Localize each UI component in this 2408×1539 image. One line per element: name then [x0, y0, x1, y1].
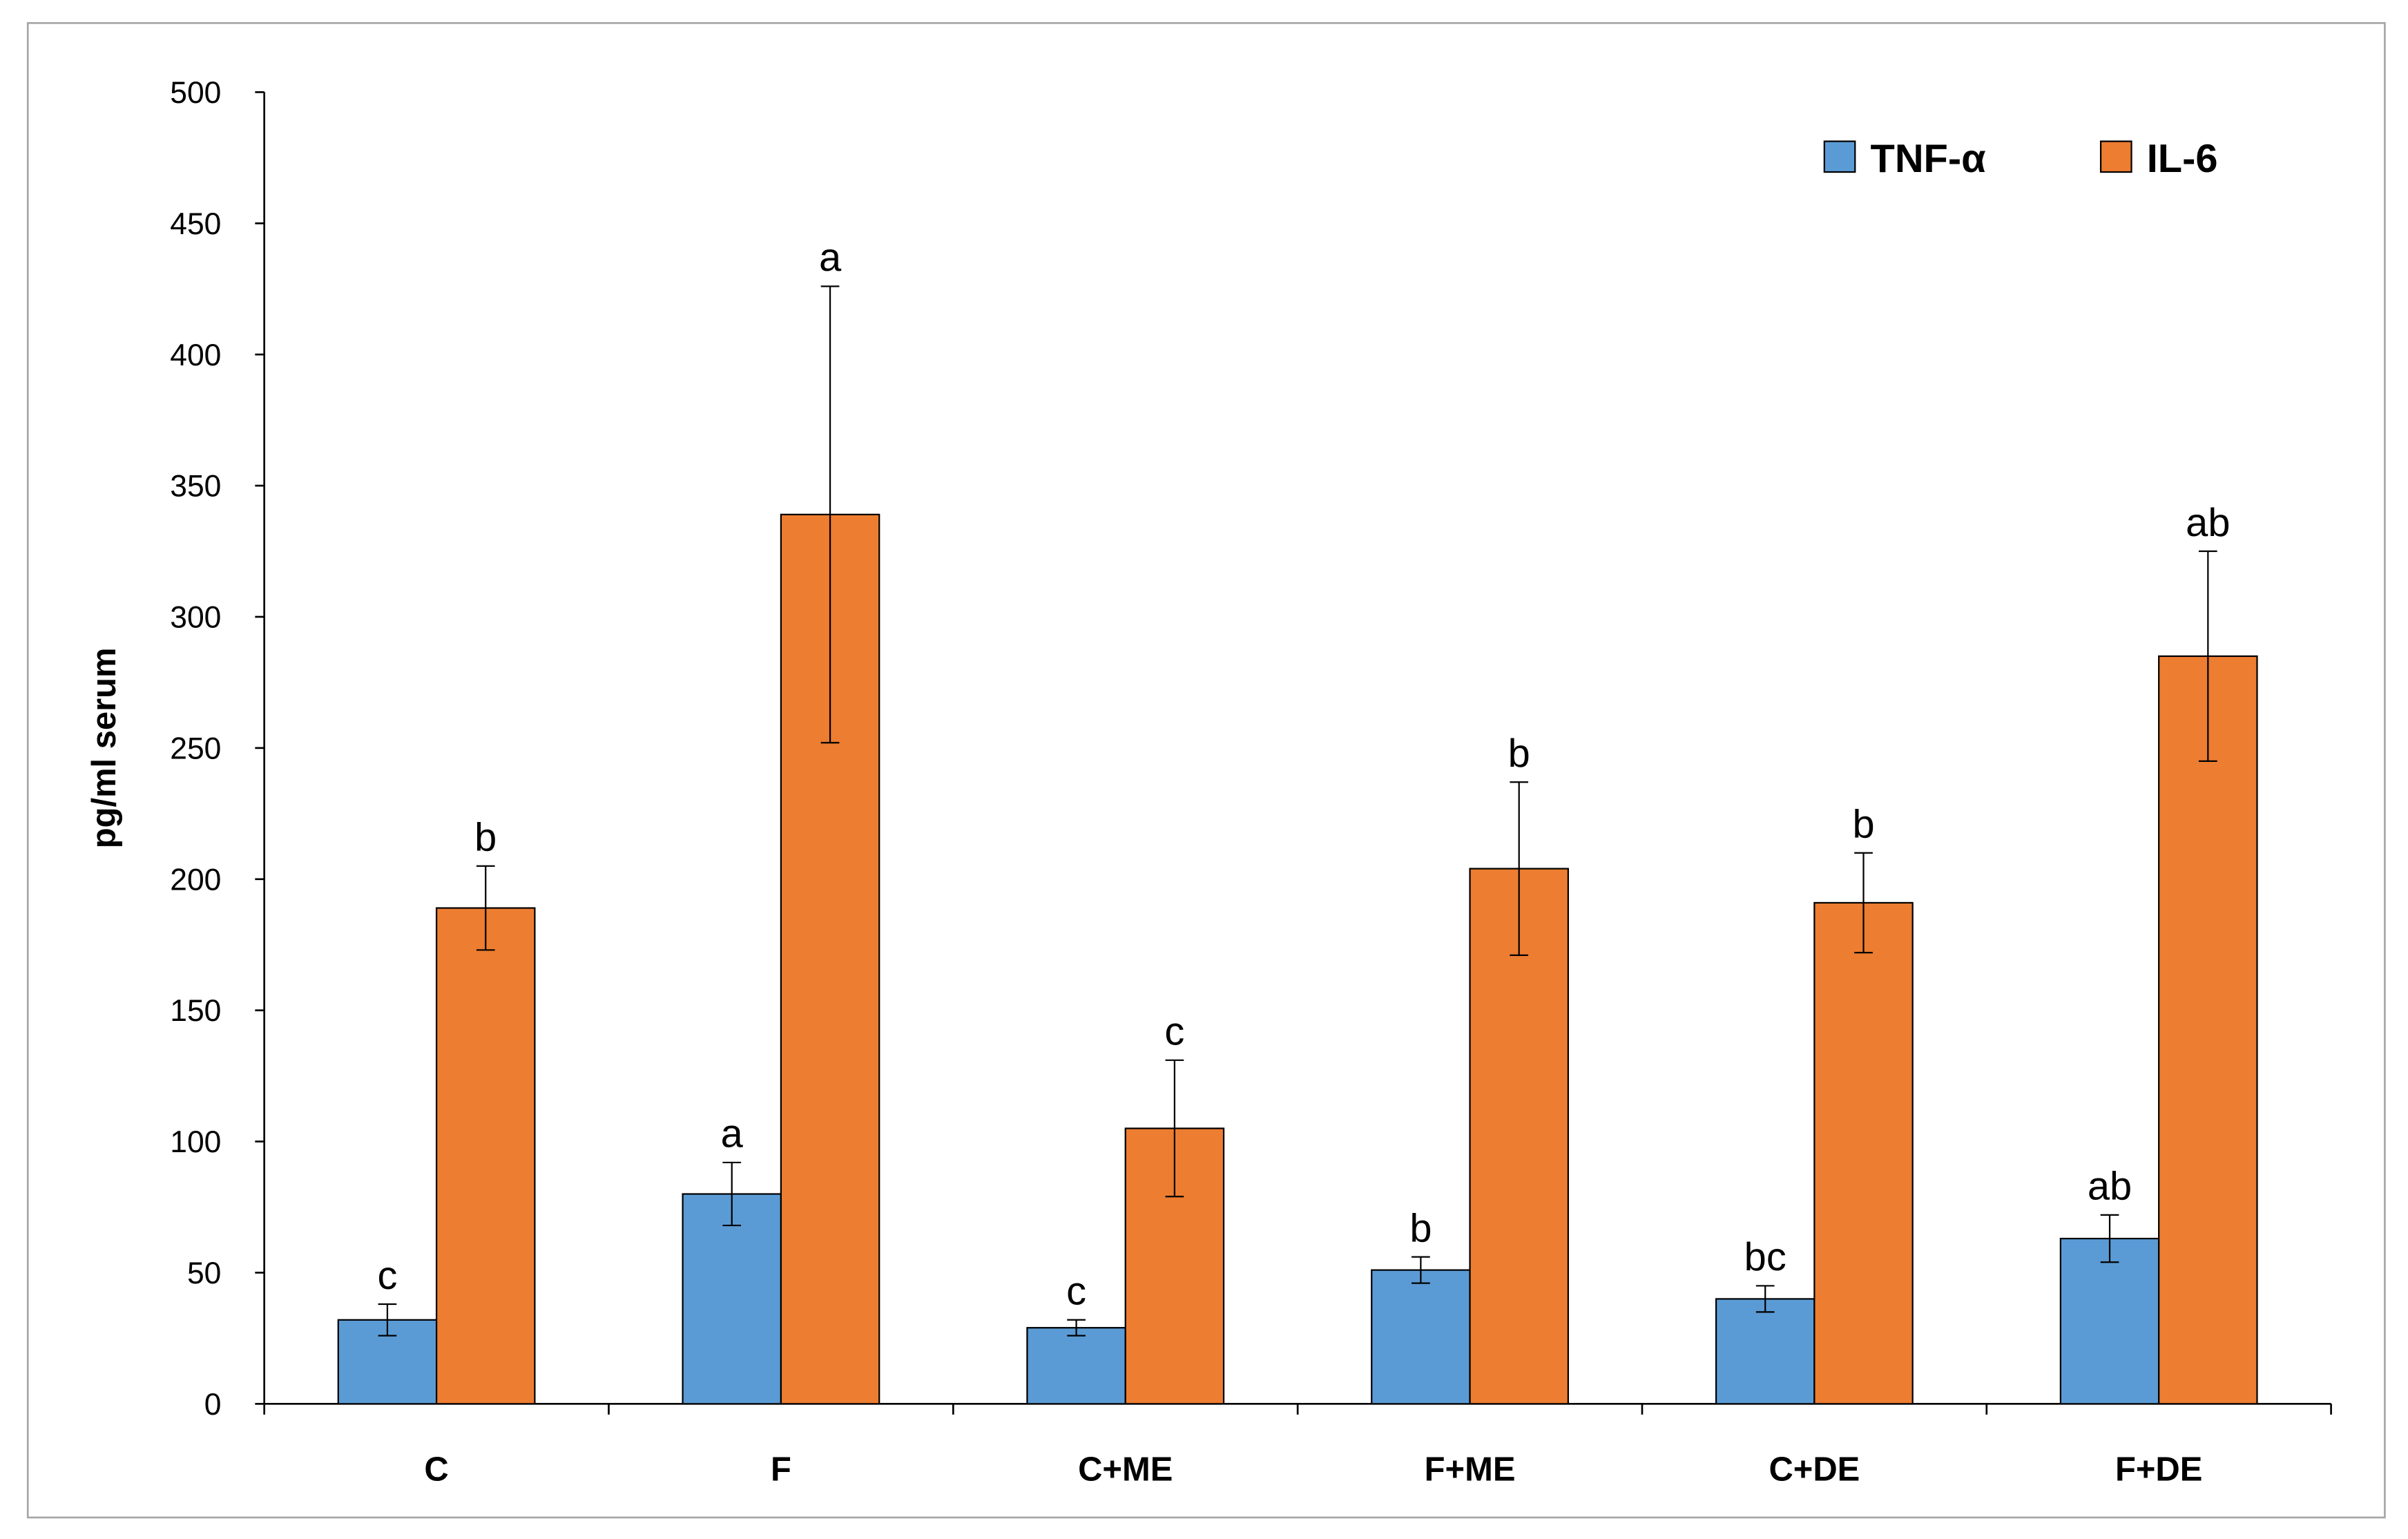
legend-label: TNF-α [1871, 137, 1986, 181]
bar-tnf [2059, 1237, 2160, 1405]
bar-tnf [1026, 1327, 1126, 1405]
y-tick-label: 50 [187, 1256, 221, 1290]
legend-swatch [2099, 140, 2132, 173]
significance-letter: ab [2186, 501, 2230, 545]
y-tick-label: 100 [170, 1125, 221, 1159]
significance-letter: b [1852, 803, 1874, 847]
x-tick-label: C+ME [1078, 1451, 1173, 1489]
significance-letter: c [377, 1254, 397, 1298]
bar-il6 [2158, 655, 2258, 1405]
significance-letter: a [721, 1112, 744, 1156]
x-tick-label: C+DE [1769, 1451, 1860, 1489]
y-tick-label: 450 [170, 207, 221, 241]
bar-tnf [1371, 1269, 1471, 1405]
significance-letter: ab [2088, 1165, 2132, 1209]
significance-letter: a [819, 236, 842, 280]
y-axis-label: pg/ml serum [86, 647, 123, 848]
y-tick-label: 250 [170, 732, 221, 765]
significance-letter: c [1164, 1010, 1184, 1054]
significance-letter: b [1508, 732, 1530, 776]
significance-letter: bc [1744, 1235, 1786, 1279]
y-tick-label: 400 [170, 338, 221, 372]
significance-letter: b [474, 816, 497, 860]
bar-tnf [1715, 1298, 1815, 1405]
y-tick-label: 200 [170, 863, 221, 897]
bar-il6 [1469, 868, 1569, 1405]
y-tick-label: 500 [170, 76, 221, 110]
y-tick-label: 0 [204, 1388, 222, 1422]
legend-swatch [1823, 140, 1856, 173]
y-tick-label: 350 [170, 470, 221, 504]
y-tick-label: 150 [170, 994, 221, 1028]
x-tick-label: F [771, 1451, 791, 1489]
bar-tnf [682, 1193, 782, 1405]
bar-il6 [1813, 901, 1914, 1405]
x-tick-label: F+DE [2115, 1451, 2202, 1489]
significance-letter: b [1409, 1206, 1432, 1250]
x-tick-label: C [424, 1451, 448, 1489]
significance-letter: c [1066, 1270, 1086, 1314]
y-tick-label: 300 [170, 601, 221, 635]
x-tick-label: F+ME [1425, 1451, 1516, 1489]
legend-label: IL-6 [2147, 137, 2218, 181]
bar-il6 [435, 907, 536, 1405]
